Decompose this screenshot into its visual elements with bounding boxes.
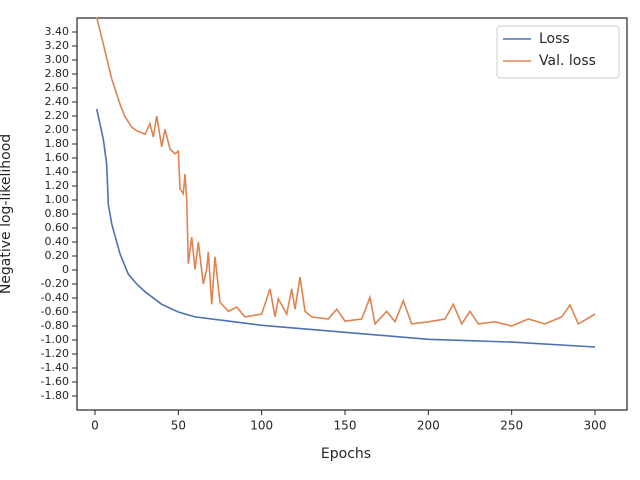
y-tick-label: 1.80: [45, 137, 70, 150]
x-tick-label: 300: [584, 419, 607, 433]
y-tick-label: -0.60: [41, 305, 69, 318]
y-tick-label: -1.80: [41, 389, 69, 402]
x-tick-label: 250: [500, 419, 523, 433]
legend-label: Val. loss: [539, 53, 596, 69]
y-tick-label: 0.20: [45, 249, 70, 262]
y-tick-label: 2.60: [45, 81, 70, 94]
y-tick-label: -0.80: [41, 319, 69, 332]
y-tick-label: 2.40: [45, 95, 70, 108]
y-tick-label: 1.40: [45, 165, 70, 178]
y-tick-label: 3.20: [45, 39, 70, 52]
y-tick-label: 1.60: [45, 151, 70, 164]
x-tick-label: 50: [171, 419, 186, 433]
y-tick-label: 0: [62, 263, 69, 276]
line-series: [95, 108, 596, 348]
y-tick-label: 1.20: [45, 179, 70, 192]
line-series: [95, 17, 596, 327]
y-tick-label: 2.20: [45, 109, 70, 122]
x-axis-label: Epochs: [321, 446, 371, 462]
y-tick-label: 3.40: [45, 25, 70, 38]
y-tick-label: 0.40: [45, 235, 70, 248]
y-tick-label: 2.00: [45, 123, 70, 136]
y-tick-label: 3.00: [45, 53, 70, 66]
y-tick-label: -0.20: [41, 277, 69, 290]
plot-frame: [76, 17, 628, 411]
x-tick-label: 100: [250, 419, 273, 433]
y-tick-label: 0.60: [45, 221, 70, 234]
y-tick-label: 2.80: [45, 67, 70, 80]
x-tick-label: 150: [334, 419, 357, 433]
x-tick-label: 0: [91, 419, 99, 433]
y-axis-label: Negative log-likelihood: [0, 134, 14, 294]
x-tick-label: 200: [417, 419, 440, 433]
legend-label: Loss: [539, 31, 570, 47]
y-tick-label: -1.20: [41, 347, 69, 360]
y-tick-label: -0.40: [41, 291, 69, 304]
y-tick-label: 0.80: [45, 207, 70, 220]
y-tick-label: 1.00: [45, 193, 70, 206]
y-tick-label: -1.00: [41, 333, 69, 346]
y-tick-label: -1.40: [41, 361, 69, 374]
y-tick-label: -1.60: [41, 375, 69, 388]
